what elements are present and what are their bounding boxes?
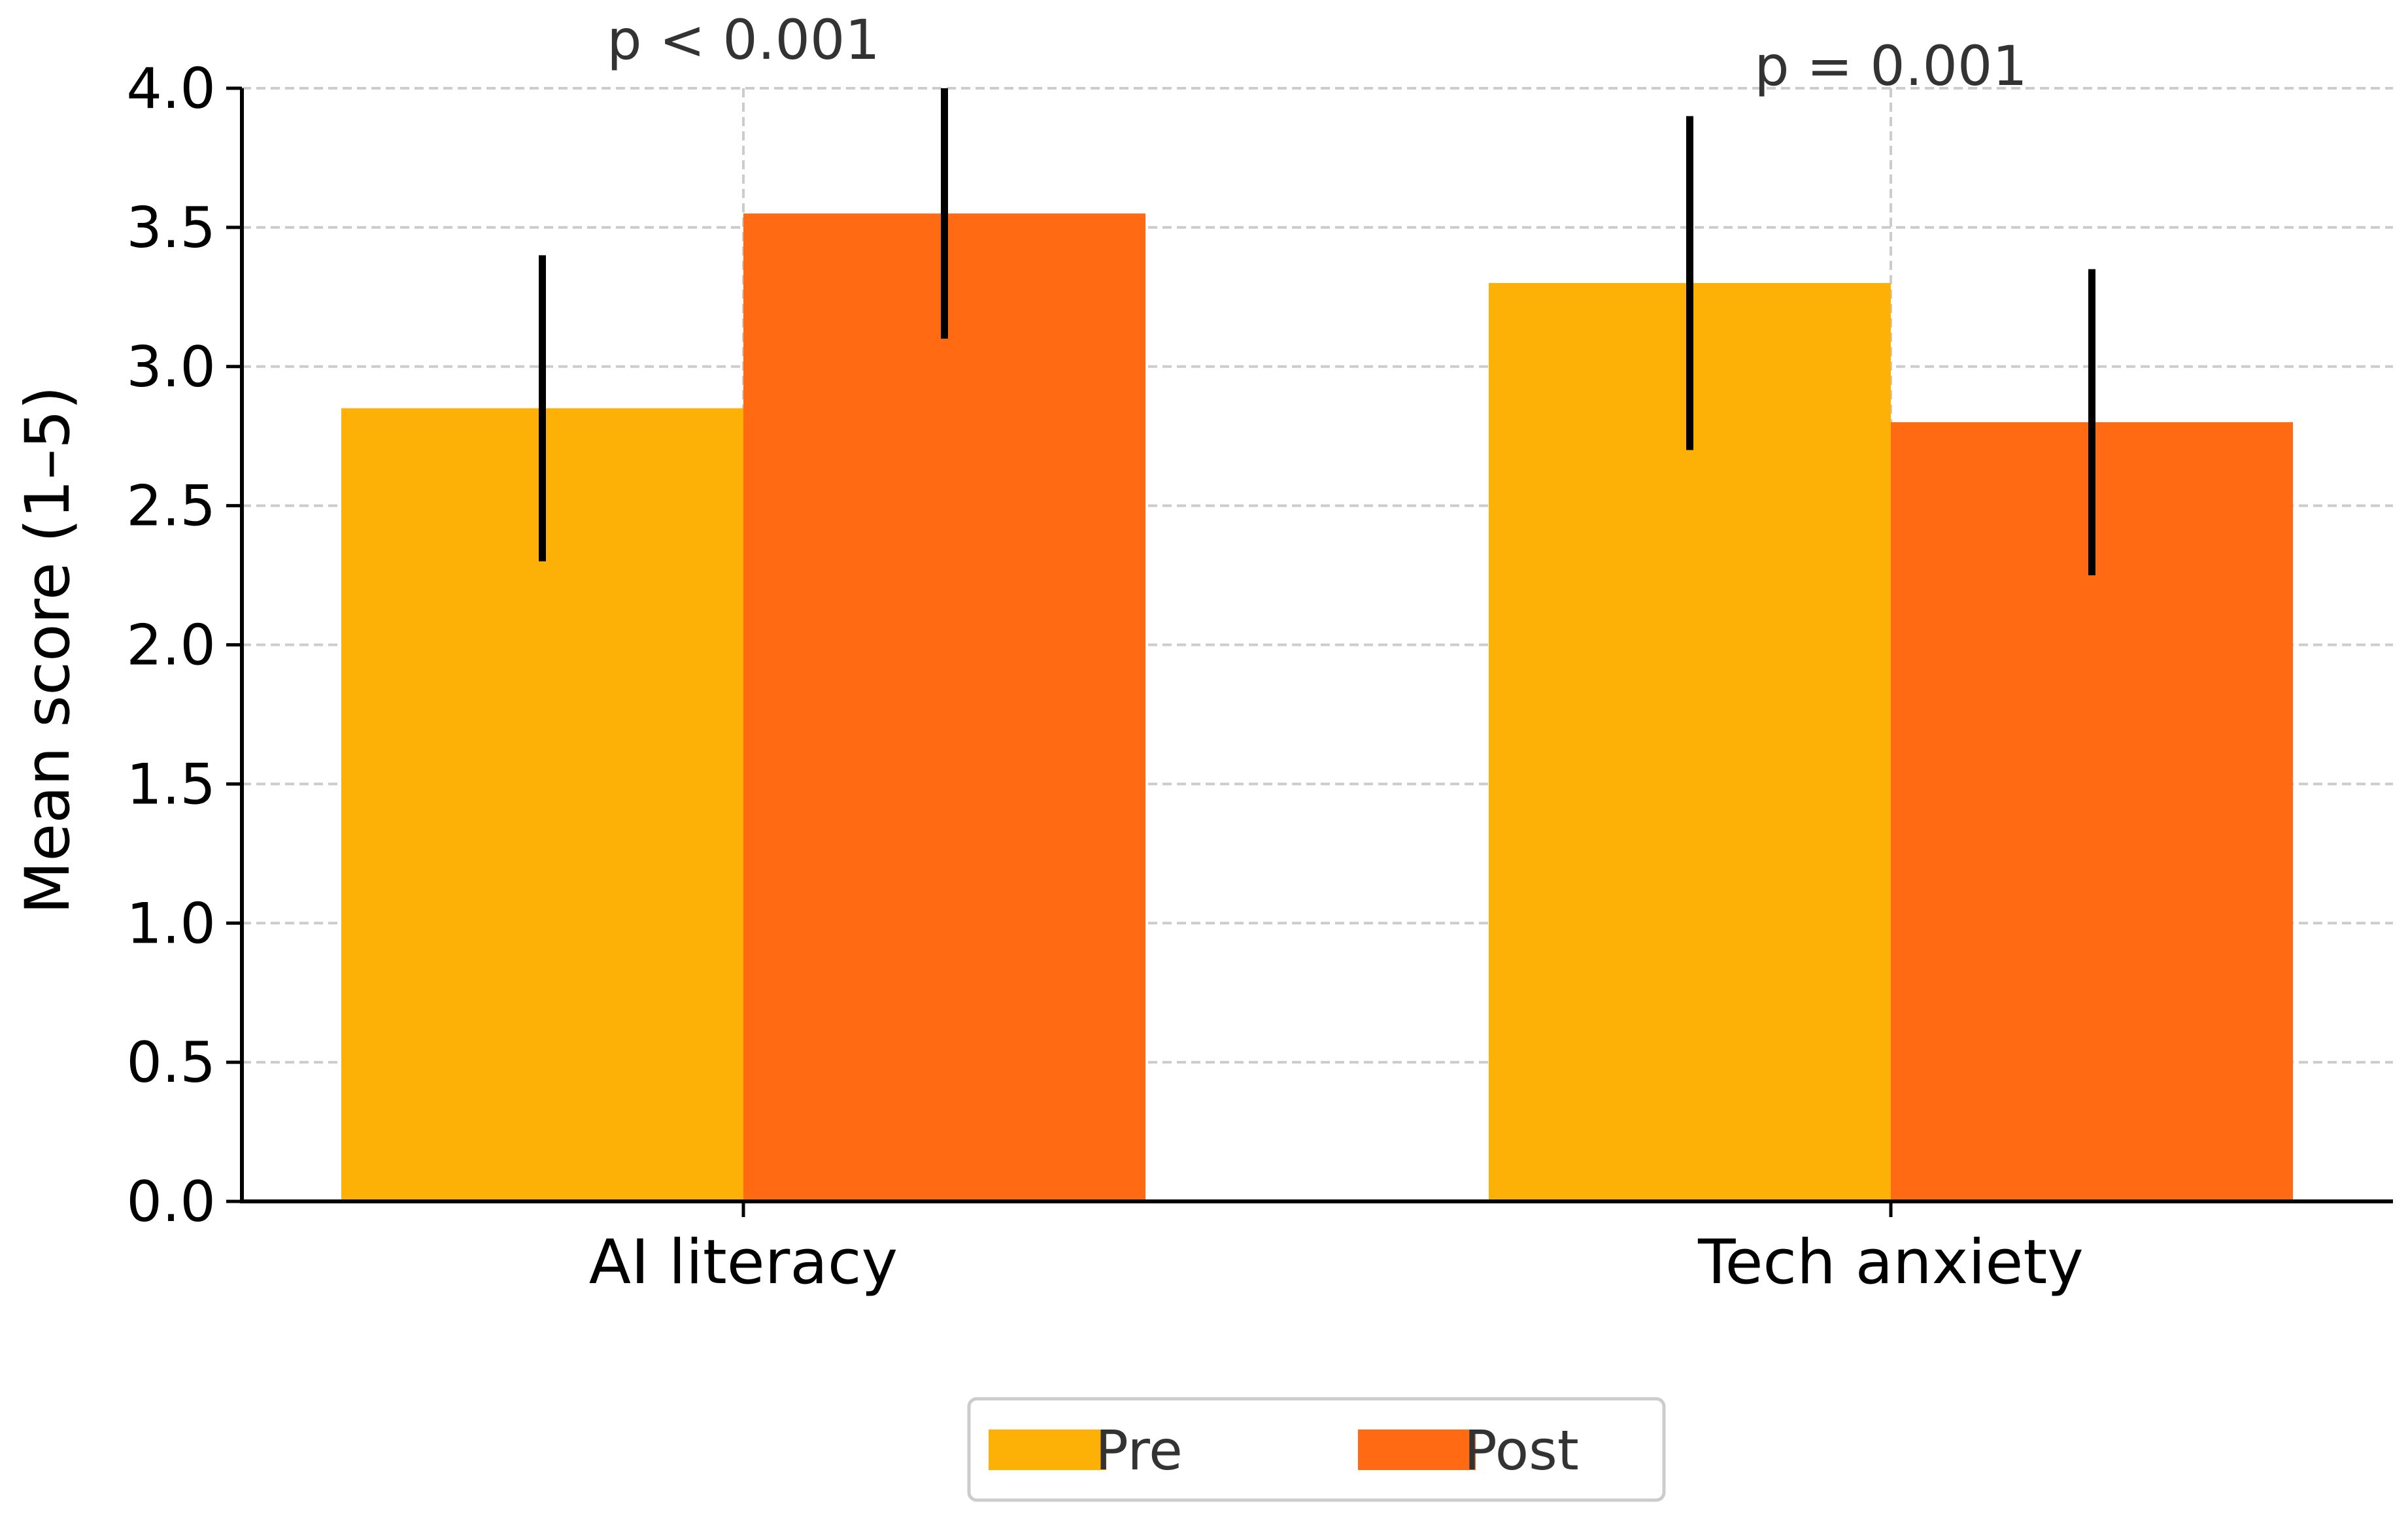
x-tick-label: AI literacy xyxy=(589,1227,898,1298)
legend-label-pre: Pre xyxy=(1095,1418,1183,1482)
legend-box xyxy=(967,1397,1666,1502)
legend-swatch-post xyxy=(1358,1430,1476,1470)
y-axis-title: Mean score (1–5) xyxy=(12,386,84,914)
y-tick-label: 4.0 xyxy=(126,56,216,122)
y-tick-label: 2.5 xyxy=(126,474,216,539)
y-tick-label: 0.0 xyxy=(126,1169,216,1235)
bar-post-ai-literacy xyxy=(743,213,1145,1201)
legend-swatch-pre xyxy=(989,1430,1106,1470)
p-value-annotation: p = 0.001 xyxy=(1754,34,2027,98)
error-bars-layer xyxy=(539,88,2095,576)
y-tick-label: 1.0 xyxy=(126,891,216,956)
axes-layer xyxy=(226,86,2393,1217)
y-tick-label: 3.0 xyxy=(126,335,216,400)
x-tick-label: Tech anxiety xyxy=(1697,1227,2084,1298)
y-tick-label: 2.0 xyxy=(126,613,216,678)
legend-label-post: Post xyxy=(1464,1418,1579,1482)
labels-layer: 0.0 0.5 1.0 1.5 2.0 2.5 3.0 3.5 4.0 AI literacy Te… xyxy=(12,8,2084,1298)
y-tick-label: 0.5 xyxy=(126,1030,216,1096)
y-tick-label: 3.5 xyxy=(126,195,216,261)
legend: Pre Post xyxy=(967,1397,1666,1502)
bars-layer xyxy=(341,213,2293,1201)
p-value-annotation: p < 0.001 xyxy=(607,8,880,72)
y-tick-label: 1.5 xyxy=(126,752,216,817)
